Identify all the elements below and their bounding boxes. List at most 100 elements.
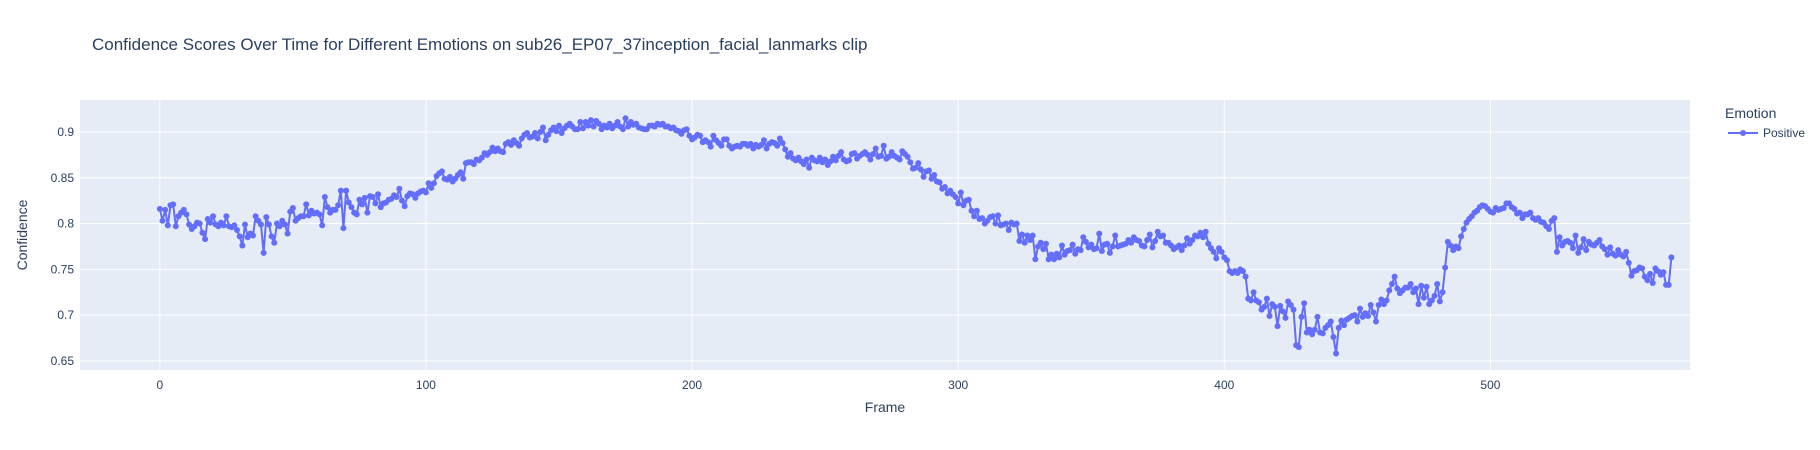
data-point[interactable] [260, 249, 267, 256]
data-point[interactable] [1442, 264, 1449, 271]
data-point[interactable] [372, 200, 379, 207]
data-point[interactable] [446, 173, 453, 180]
data-point[interactable] [1372, 318, 1379, 325]
data-point[interactable] [1556, 234, 1563, 241]
data-point[interactable] [614, 118, 621, 125]
data-point[interactable] [542, 137, 549, 144]
data-point[interactable] [1093, 245, 1100, 252]
data-point[interactable] [1604, 251, 1611, 258]
data-point[interactable] [936, 179, 943, 186]
data-point[interactable] [249, 232, 256, 239]
data-point[interactable] [1314, 313, 1321, 320]
data-point[interactable] [1434, 280, 1441, 287]
data-point[interactable] [1607, 244, 1614, 251]
data-point[interactable] [305, 212, 312, 219]
data-point[interactable] [1277, 302, 1284, 309]
data-point[interactable] [1072, 250, 1079, 257]
data-point[interactable] [284, 230, 291, 237]
data-point[interactable] [1309, 331, 1316, 338]
data-point[interactable] [500, 149, 507, 156]
data-point[interactable] [337, 187, 344, 194]
data-point[interactable] [425, 180, 432, 187]
data-point[interactable] [1365, 313, 1371, 319]
data-point[interactable] [1649, 280, 1656, 287]
data-point[interactable] [718, 142, 725, 149]
data-point[interactable] [723, 136, 730, 143]
data-point[interactable] [1357, 305, 1364, 312]
data-point[interactable] [827, 158, 834, 165]
data-point[interactable] [340, 225, 347, 232]
data-point[interactable] [1021, 239, 1028, 246]
data-point[interactable] [345, 199, 352, 206]
data-point[interactable] [625, 123, 632, 130]
data-point[interactable] [1569, 245, 1576, 252]
data-point[interactable] [1266, 313, 1273, 319]
data-point[interactable] [1639, 265, 1646, 272]
data-point[interactable] [851, 150, 858, 157]
data-point[interactable] [1375, 302, 1382, 309]
data-point[interactable] [1144, 237, 1151, 244]
data-point[interactable] [822, 156, 829, 163]
data-point[interactable] [1189, 237, 1196, 244]
data-point[interactable] [1271, 303, 1278, 310]
data-point[interactable] [1436, 298, 1443, 305]
data-point[interactable] [1660, 269, 1667, 276]
data-point[interactable] [186, 221, 193, 228]
data-point[interactable] [870, 151, 877, 157]
data-point[interactable] [1019, 231, 1026, 238]
data-point[interactable] [231, 222, 238, 229]
data-point[interactable] [545, 131, 552, 138]
data-point[interactable] [457, 169, 464, 176]
data-point[interactable] [917, 166, 924, 173]
data-point[interactable] [1255, 299, 1262, 306]
data-point[interactable] [1572, 232, 1579, 239]
data-point[interactable] [705, 139, 712, 146]
data-point[interactable] [1029, 232, 1036, 239]
data-point[interactable] [234, 226, 241, 233]
data-point[interactable] [438, 168, 445, 175]
data-point[interactable] [1069, 241, 1076, 248]
data-point[interactable] [606, 120, 613, 127]
data-point[interactable] [361, 194, 368, 201]
data-point[interactable] [907, 159, 914, 166]
data-point[interactable] [199, 229, 206, 236]
data-point[interactable] [324, 204, 331, 211]
data-point[interactable] [1370, 309, 1377, 316]
data-point[interactable] [1386, 287, 1393, 294]
data-point[interactable] [396, 185, 403, 192]
data-point[interactable] [1096, 230, 1103, 237]
data-point[interactable] [1200, 234, 1207, 241]
data-point[interactable] [1378, 296, 1385, 303]
data-point[interactable] [1447, 242, 1454, 249]
data-point[interactable] [180, 206, 187, 213]
data-point[interactable] [319, 222, 326, 229]
data-point[interactable] [973, 207, 980, 214]
legend-item-positive[interactable]: Positive [1728, 126, 1805, 140]
data-point[interactable] [912, 164, 919, 171]
data-point[interactable] [1580, 236, 1587, 243]
data-point[interactable] [1098, 248, 1105, 255]
data-point[interactable] [460, 175, 467, 182]
data-point[interactable] [321, 194, 328, 201]
data-point[interactable] [1274, 323, 1281, 330]
data-point[interactable] [1077, 247, 1084, 254]
data-point[interactable] [1136, 237, 1143, 244]
data-point[interactable] [300, 213, 307, 220]
data-point[interactable] [359, 201, 366, 208]
data-point[interactable] [574, 126, 581, 133]
data-point[interactable] [156, 205, 163, 212]
data-point[interactable] [1341, 322, 1348, 329]
data-point[interactable] [1567, 239, 1574, 246]
data-point[interactable] [343, 187, 350, 194]
data-point[interactable] [989, 213, 996, 220]
data-point[interactable] [537, 129, 544, 136]
data-point[interactable] [207, 219, 214, 226]
data-point[interactable] [1431, 292, 1438, 299]
data-point[interactable] [1263, 295, 1270, 302]
data-point[interactable] [878, 152, 885, 159]
data-point[interactable] [281, 221, 288, 228]
data-point[interactable] [1354, 318, 1361, 325]
data-point[interactable] [1439, 289, 1446, 296]
data-point[interactable] [774, 142, 781, 149]
data-point[interactable] [1005, 226, 1012, 233]
